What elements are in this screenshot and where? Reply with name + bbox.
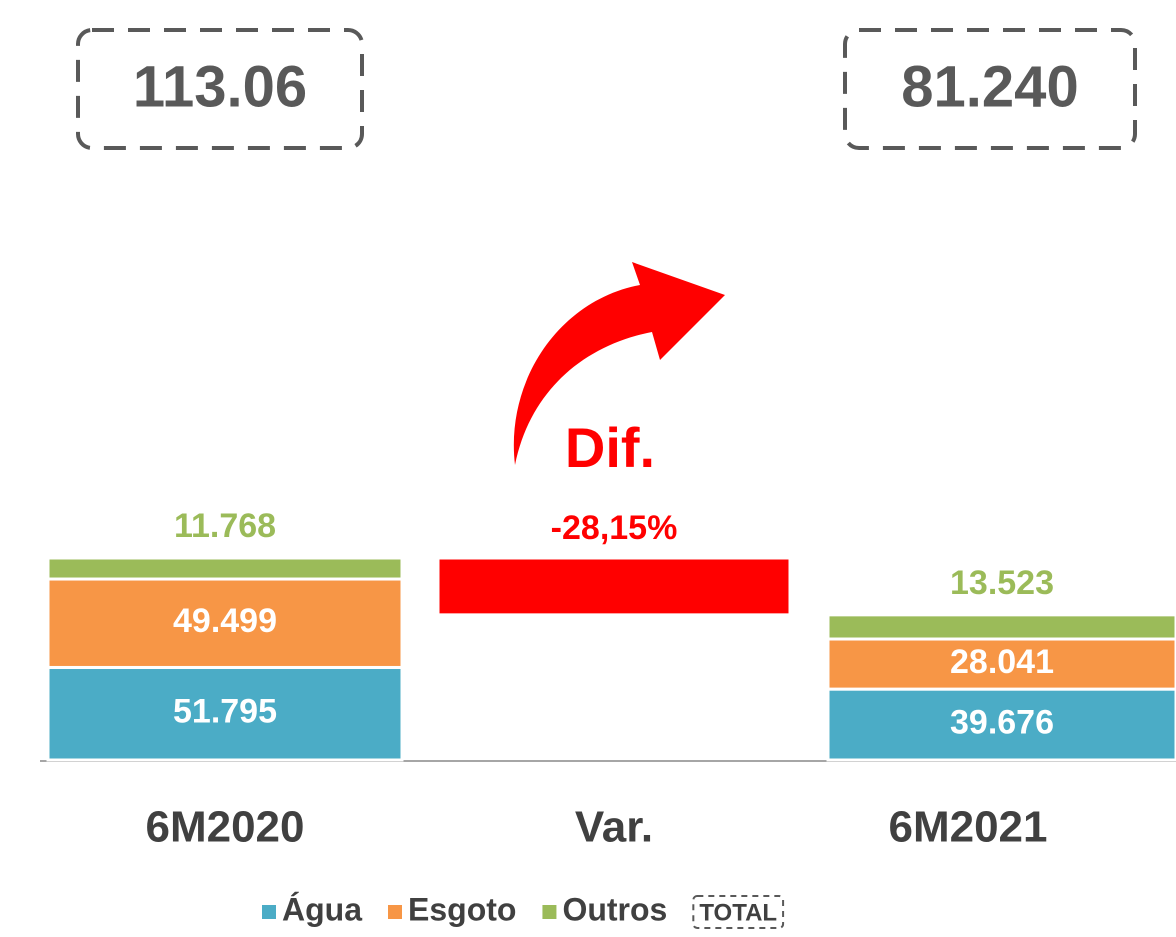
data-label: 39.676: [950, 704, 1054, 742]
legend-swatch: [262, 905, 276, 919]
legend-label: Água: [282, 891, 362, 927]
total-label: 81.240: [901, 54, 1078, 119]
legend-label: Outros: [562, 891, 667, 927]
total-label: 113.06: [133, 54, 307, 119]
total-box: [843, 28, 1137, 150]
bar-segment: [826, 687, 1176, 762]
data-label: 51.795: [173, 693, 277, 731]
variation-label: -28,15%: [551, 509, 678, 547]
data-label: 49.499: [173, 602, 277, 640]
arrow: [513, 262, 725, 465]
annotation: Dif.: [565, 416, 655, 479]
total-box: [76, 28, 364, 150]
x-tick-label: Var.: [575, 803, 653, 852]
x-tick-label: 6M2020: [145, 803, 304, 852]
legend-swatch: [692, 895, 785, 929]
legend-swatch: [388, 905, 402, 919]
x-tick-label: 6M2021: [888, 803, 1047, 852]
legend-swatch: [542, 905, 557, 919]
bar-segment: [46, 556, 404, 581]
data-label: 11.768: [174, 507, 276, 545]
data-label: 13.523: [950, 564, 1054, 602]
legend-label: Esgoto: [408, 891, 516, 927]
data-label: 28.041: [950, 643, 1054, 681]
bar-segment: [826, 613, 1176, 641]
bar-segment: [46, 577, 404, 669]
variation-bar: [436, 556, 792, 617]
legend-label: TOTAL: [699, 899, 777, 926]
